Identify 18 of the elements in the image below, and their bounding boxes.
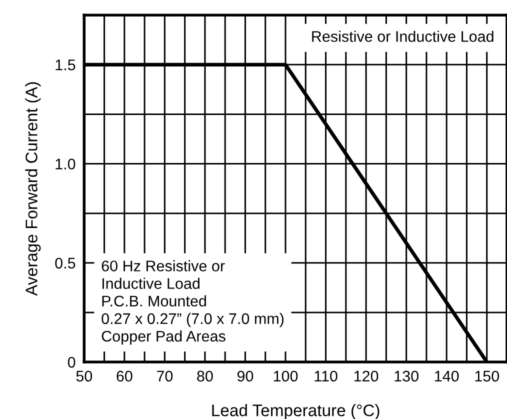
- x-tick-label: 100: [274, 370, 298, 382]
- y-axis-title: Average Forward Current (A): [25, 82, 41, 296]
- y-tick-label: 1.0: [56, 158, 76, 170]
- x-tick-label: 80: [197, 370, 213, 382]
- x-tick-label: 60: [116, 370, 132, 382]
- x-tick-label: 50: [76, 370, 92, 382]
- x-tick-label: 70: [156, 370, 173, 382]
- annotation: Resistive or Inductive Load: [312, 30, 494, 42]
- y-tick-label: 1.5: [56, 60, 76, 70]
- x-tick-label: 130: [394, 370, 418, 382]
- annotation: 60 Hz Resistive or Inductive Load P.C.B. Mounted 0.27 x 0.27” (7.0 x 7.0 mm) Copper Pad Areas: [102, 260, 284, 345]
- x-tick-label: 90: [237, 370, 254, 382]
- x-tick-label: 110: [314, 370, 338, 382]
- x-tick-label: 120: [354, 370, 378, 382]
- x-tick-label: 150: [475, 370, 500, 382]
- x-tick-label: 140: [435, 370, 459, 382]
- y-tick-label: 0.5: [55, 258, 76, 269]
- y-tick-label: 0: [68, 356, 76, 368]
